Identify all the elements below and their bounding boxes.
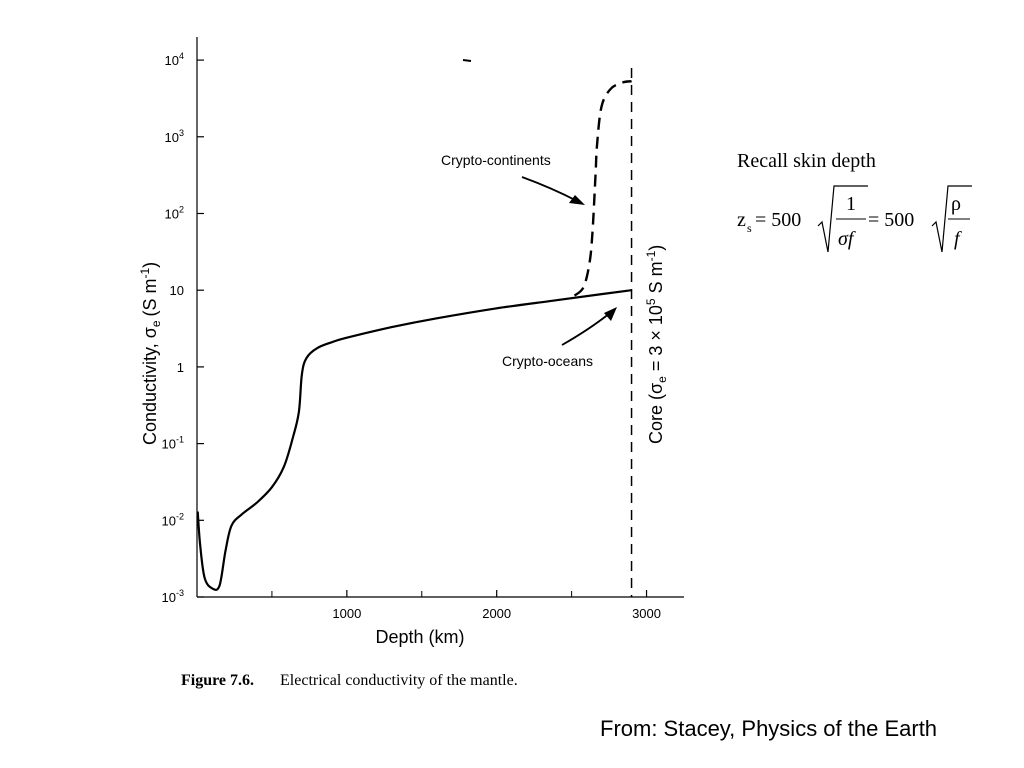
y-axis-title-sigma: σ bbox=[140, 327, 160, 338]
stray-mark bbox=[462, 59, 472, 62]
arrow-crypto-oceans bbox=[561, 312, 611, 346]
sqrt-sign-1 bbox=[817, 185, 868, 253]
formula-lhs-sub: s bbox=[747, 221, 752, 235]
x-tick-label-2: 3000 bbox=[632, 606, 661, 621]
x-tick-label-0: 1000 bbox=[332, 606, 361, 621]
formula-lhs: z bbox=[737, 209, 746, 231]
y-tick-label-7: 104 bbox=[165, 51, 184, 68]
y-axis-ticks: 10-3 10-2 10-1 1 10 102 103 104 bbox=[162, 51, 204, 605]
y-tick-label-3: 1 bbox=[177, 360, 184, 375]
formula-den2: f bbox=[954, 228, 962, 250]
annotation-crypto-continents: Crypto-continents bbox=[441, 152, 551, 168]
x-tick-label-1: 2000 bbox=[482, 606, 511, 621]
formula-eq1: = 500 bbox=[755, 209, 801, 231]
y-tick-label-6: 103 bbox=[165, 128, 184, 145]
core-label-sup2: -1 bbox=[644, 250, 658, 261]
y-axis-title-units: (S m bbox=[140, 278, 160, 316]
y-axis-title: Conductivity, σe (S m-1) bbox=[138, 262, 163, 445]
core-label-sigma: σ bbox=[646, 383, 666, 394]
y-tick-label-1: 10-2 bbox=[162, 511, 184, 528]
core-label-close: ) bbox=[646, 245, 666, 251]
y-axis-title-sup: -1 bbox=[138, 267, 152, 278]
arrowhead-crypto-oceans bbox=[604, 307, 617, 321]
y-axis-title-text: Conductivity, bbox=[140, 338, 160, 445]
figure-caption-text: Electrical conductivity of the mantle. bbox=[280, 672, 518, 689]
source-citation: From: Stacey, Physics of the Earth bbox=[600, 716, 938, 741]
core-label-eq: = 3 × 10 bbox=[646, 305, 666, 376]
arrow-crypto-continents bbox=[521, 176, 578, 202]
formula-num1: 1 bbox=[846, 193, 856, 215]
core-label-text: Core ( bbox=[646, 394, 666, 444]
y-tick-label-2: 10-1 bbox=[162, 435, 184, 452]
formula-text: z s = 500 1 σf = 500 ρ f bbox=[737, 193, 962, 250]
formula-den1: σf bbox=[838, 228, 856, 250]
figure-number: Figure 7.6. bbox=[181, 672, 255, 689]
core-label: Core (σe = 3 × 105 S m-1) bbox=[644, 245, 669, 444]
series-line-crypto-oceans bbox=[196, 289, 632, 591]
formula-title: Recall skin depth bbox=[737, 150, 876, 172]
y-axis-title-close: ) bbox=[140, 262, 160, 268]
series-line-crypto-continents bbox=[573, 80, 632, 297]
formula-eq2: = 500 bbox=[868, 209, 914, 231]
x-axis-ticks: 1000 2000 3000 bbox=[271, 590, 661, 621]
core-label-sup: 5 bbox=[644, 298, 658, 305]
y-axis-title-sub: e bbox=[149, 320, 163, 327]
figure-caption: Figure 7.6. Electrical conductivity of th… bbox=[181, 672, 518, 690]
x-axis-title: Depth (km) bbox=[375, 627, 464, 647]
sqrt-sign-2 bbox=[931, 185, 972, 253]
annotation-crypto-oceans: Crypto-oceans bbox=[502, 353, 593, 369]
y-tick-label-0: 10-3 bbox=[162, 588, 184, 605]
core-label-sub: e bbox=[655, 376, 669, 383]
arrowhead-crypto-continents bbox=[569, 195, 585, 205]
y-tick-label-4: 10 bbox=[170, 283, 184, 298]
formula-num2: ρ bbox=[951, 193, 961, 215]
core-label-units: S m bbox=[646, 261, 666, 298]
y-tick-label-5: 102 bbox=[165, 204, 184, 221]
formula-graphics bbox=[817, 185, 972, 253]
